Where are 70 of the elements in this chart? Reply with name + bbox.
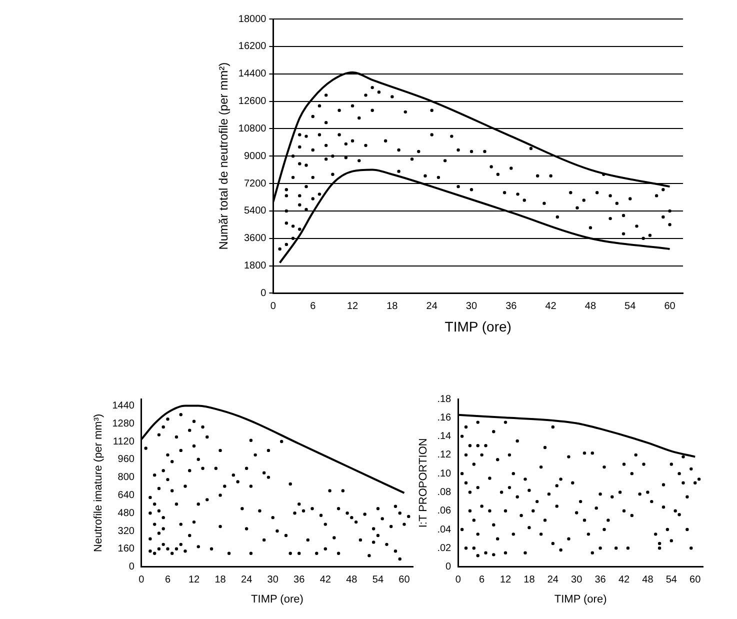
x-tick-label: 42 (320, 574, 332, 586)
y-tick-label: 18000 (238, 14, 267, 25)
x-axis-title: TIMP (ore) (554, 593, 607, 606)
y-tick-label: .18 (437, 394, 452, 405)
x-tick-label: 6 (164, 574, 171, 586)
y-tick-label: .02 (437, 542, 452, 554)
y-tick-label: 5400 (244, 206, 267, 217)
x-tick-label: 24 (241, 574, 253, 586)
y-tick-label: 10800 (238, 123, 267, 134)
x-tick-label: 24 (426, 300, 438, 312)
y-tick-label: 320 (118, 526, 135, 537)
y-tick-label: 7200 (244, 178, 267, 190)
x-tick-label: 12 (346, 300, 359, 312)
x-tick-label: 12 (500, 574, 512, 586)
x-tick-label: 30 (267, 574, 279, 586)
y-tick-label: 160 (118, 544, 135, 555)
y-tick-label: .16 (437, 412, 452, 424)
y-tick-label: 640 (118, 490, 135, 501)
x-tick-label: 36 (506, 300, 518, 312)
x-tick-label: 24 (547, 574, 559, 586)
y-axis-title: Număr total de neutrofile (per mm²) (216, 62, 231, 250)
x-tick-label: 54 (666, 574, 678, 586)
x-tick-label: 0 (138, 574, 145, 586)
x-tick-label: 54 (372, 574, 384, 586)
x-tick-label: 60 (664, 300, 676, 312)
y-tick-label: 480 (118, 508, 135, 519)
x-axis-title: TIMP (ore) (251, 593, 304, 606)
y-tick-label: 0 (446, 562, 452, 573)
y-tick-label: 800 (118, 472, 135, 484)
y-tick-label: .10 (437, 468, 452, 480)
y-tick-label: 960 (118, 454, 135, 466)
y-tick-label: .12 (437, 450, 452, 461)
x-tick-label: 30 (571, 574, 583, 586)
y-tick-label: 1120 (112, 436, 135, 448)
y-tick-label: .06 (437, 506, 452, 517)
x-tick-label: 36 (594, 574, 606, 586)
y-tick-label: 9000 (244, 150, 267, 162)
x-tick-label: 48 (642, 574, 654, 586)
x-tick-label: 48 (584, 300, 596, 312)
x-tick-label: 18 (386, 300, 398, 312)
y-tick-label: 1800 (244, 260, 267, 272)
x-tick-label: 18 (524, 574, 536, 586)
x-tick-label: 0 (455, 574, 462, 586)
x-tick-label: 0 (270, 300, 276, 312)
x-tick-label: 12 (188, 574, 200, 586)
x-tick-label: 6 (310, 300, 316, 312)
x-tick-label: 42 (618, 574, 630, 586)
y-tick-label: .08 (437, 486, 452, 498)
x-tick-label: 60 (690, 574, 702, 586)
y-tick-label: 1280 (112, 418, 135, 430)
x-axis-title: TIMP (ore) (444, 318, 512, 334)
x-tick-label: 60 (398, 574, 410, 586)
y-tick-label: 12600 (238, 96, 267, 108)
x-tick-label: 18 (214, 574, 226, 586)
x-tick-label: 54 (624, 300, 636, 312)
y-tick-label: 3600 (244, 233, 267, 244)
y-axis-title: I:T PROPORTION (418, 438, 430, 528)
x-tick-label: 30 (466, 300, 478, 312)
y-tick-label: 0 (260, 288, 267, 299)
y-tick-label: 0 (128, 562, 135, 573)
y-tick-label: .04 (437, 524, 452, 536)
y-tick-label: 1440 (112, 400, 135, 412)
y-axis-title: Neutrofile imature (per mm³) (92, 414, 105, 552)
x-tick-label: 42 (545, 300, 557, 312)
x-tick-label: 36 (294, 574, 306, 586)
x-tick-label: 6 (479, 574, 486, 586)
x-tick-label: 48 (346, 574, 358, 586)
y-tick-label: 16200 (238, 41, 267, 52)
y-tick-label: .14 (437, 431, 452, 442)
y-tick-label: 14400 (238, 68, 267, 80)
